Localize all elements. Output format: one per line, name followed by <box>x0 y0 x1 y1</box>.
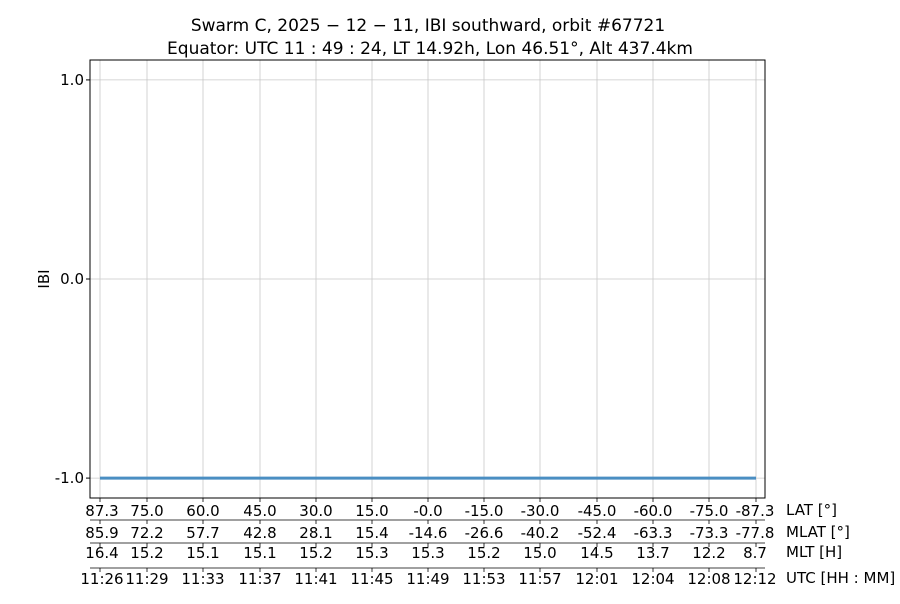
y-tick-label: 1.0 <box>60 71 84 89</box>
x-tick-label: 11:37 <box>238 570 281 588</box>
x-tick-label: -73.3 <box>690 524 729 542</box>
chart-title: Swarm C, 2025 − 12 − 11, IBI southward, … <box>191 16 665 36</box>
x-tick-label: 85.9 <box>85 524 118 542</box>
x-tick-label: 11:26 <box>80 570 123 588</box>
x-tick-label: 15.1 <box>186 544 219 562</box>
x-tick-label: 12:01 <box>575 570 618 588</box>
y-tick-label: 0.0 <box>60 270 84 288</box>
x-tick-label: 15.2 <box>130 544 163 562</box>
x-tick-label: 57.7 <box>186 524 219 542</box>
x-tick-label: -77.8 <box>736 524 775 542</box>
x-tick-label: 12:08 <box>687 570 730 588</box>
x-tick-label: 12:04 <box>631 570 674 588</box>
y-tick-label: -1.0 <box>55 469 84 487</box>
x-tick-label: -63.3 <box>634 524 673 542</box>
x-tick-label: -45.0 <box>578 502 617 520</box>
x-tick-label: -52.4 <box>578 524 617 542</box>
x-tick-label: 8.7 <box>743 544 767 562</box>
x-axis-row-label: UTC [HH : MM] <box>786 569 895 587</box>
x-tick-label: 14.5 <box>580 544 613 562</box>
plot-frame <box>89 59 766 499</box>
x-tick-label: 60.0 <box>186 502 219 520</box>
x-tick-label: -0.0 <box>413 502 442 520</box>
x-tick-label: -14.6 <box>409 524 448 542</box>
x-tick-label: 15.1 <box>243 544 276 562</box>
x-tick-label: 11:41 <box>294 570 337 588</box>
x-tick-label: 13.7 <box>636 544 669 562</box>
x-tick-label: -40.2 <box>521 524 560 542</box>
x-tick-label: 15.2 <box>299 544 332 562</box>
x-tick-label: 12:12 <box>733 570 776 588</box>
x-tick-label: 15.2 <box>467 544 500 562</box>
x-axis-row-label: LAT [°] <box>786 501 837 519</box>
x-tick-label: 15.3 <box>411 544 444 562</box>
x-tick-label: 15.0 <box>523 544 556 562</box>
x-tick-label: 30.0 <box>299 502 332 520</box>
x-tick-label: 11:29 <box>125 570 168 588</box>
y-axis-label: IBI <box>35 269 53 288</box>
x-tick-label: 11:33 <box>181 570 224 588</box>
x-tick-label: 15.4 <box>355 524 388 542</box>
x-tick-label: 28.1 <box>299 524 332 542</box>
x-tick-label: 11:53 <box>462 570 505 588</box>
x-tick-label: 15.3 <box>355 544 388 562</box>
x-tick-label: -15.0 <box>465 502 504 520</box>
x-tick-label: 15.0 <box>355 502 388 520</box>
x-tick-label: 11:57 <box>518 570 561 588</box>
x-tick-label: -30.0 <box>521 502 560 520</box>
x-axis-row-label: MLT [H] <box>786 543 842 561</box>
x-tick-label: -60.0 <box>634 502 673 520</box>
x-tick-label: 87.3 <box>85 502 118 520</box>
x-axis-row-label: MLAT [°] <box>786 523 850 541</box>
x-tick-label: -26.6 <box>465 524 504 542</box>
x-tick-label: 45.0 <box>243 502 276 520</box>
x-tick-label: -75.0 <box>690 502 729 520</box>
x-tick-label: 16.4 <box>85 544 118 562</box>
chart-subtitle: Equator: UTC 11 : 49 : 24, LT 14.92h, Lo… <box>167 39 693 59</box>
x-tick-label: 75.0 <box>130 502 163 520</box>
x-tick-label: -87.3 <box>736 502 775 520</box>
x-tick-label: 42.8 <box>243 524 276 542</box>
x-tick-label: 11:45 <box>350 570 393 588</box>
x-tick-label: 72.2 <box>130 524 163 542</box>
x-tick-label: 12.2 <box>692 544 725 562</box>
x-tick-label: 11:49 <box>406 570 449 588</box>
